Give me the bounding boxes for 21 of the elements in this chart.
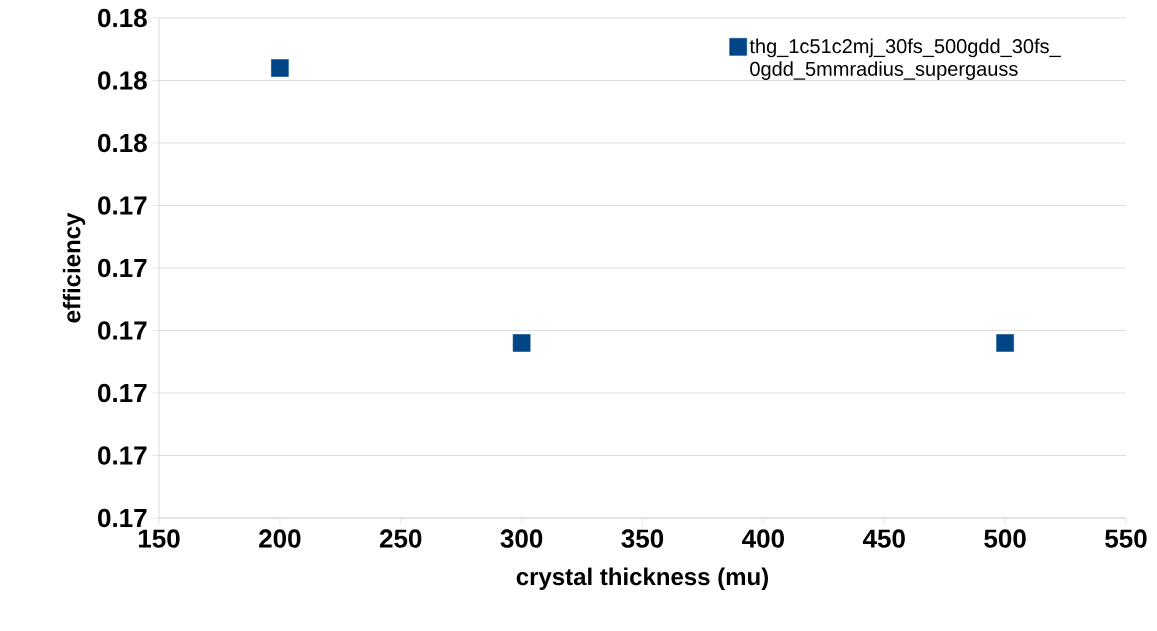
y-tick-label: 0.17	[98, 446, 147, 465]
x-tick-label: 350	[621, 529, 664, 548]
x-tick-label: 150	[138, 529, 180, 548]
y-tick-label: 0.17	[98, 321, 147, 340]
y-tick-label: 0.17	[98, 508, 147, 528]
y-tick-label: 0.18	[98, 71, 147, 90]
x-tick-label: 250	[379, 529, 422, 548]
y-tick-label: 0.17	[98, 383, 147, 403]
y-axis-title: efficiency	[62, 212, 86, 323]
x-tick-label: 300	[500, 529, 543, 548]
y-tick-label: 0.17	[98, 258, 147, 278]
y-tick-label: 0.18	[98, 8, 147, 28]
y-tick-label: 0.17	[98, 196, 147, 215]
legend-label: thg_1c51c2mj_30fs_500gdd_30fs_0gdd_5mmradius_supergauss	[749, 38, 1061, 80]
x-tick-label: 450	[862, 529, 905, 548]
x-tick-label: 550	[1105, 529, 1147, 548]
x-tick-label: 500	[984, 529, 1026, 548]
x-tick-label: 200	[259, 529, 301, 548]
x-tick-label: 400	[742, 529, 784, 548]
y-tick-label: 0.18	[98, 133, 147, 153]
x-axis-title: crystal thickness (mu)	[516, 567, 768, 590]
